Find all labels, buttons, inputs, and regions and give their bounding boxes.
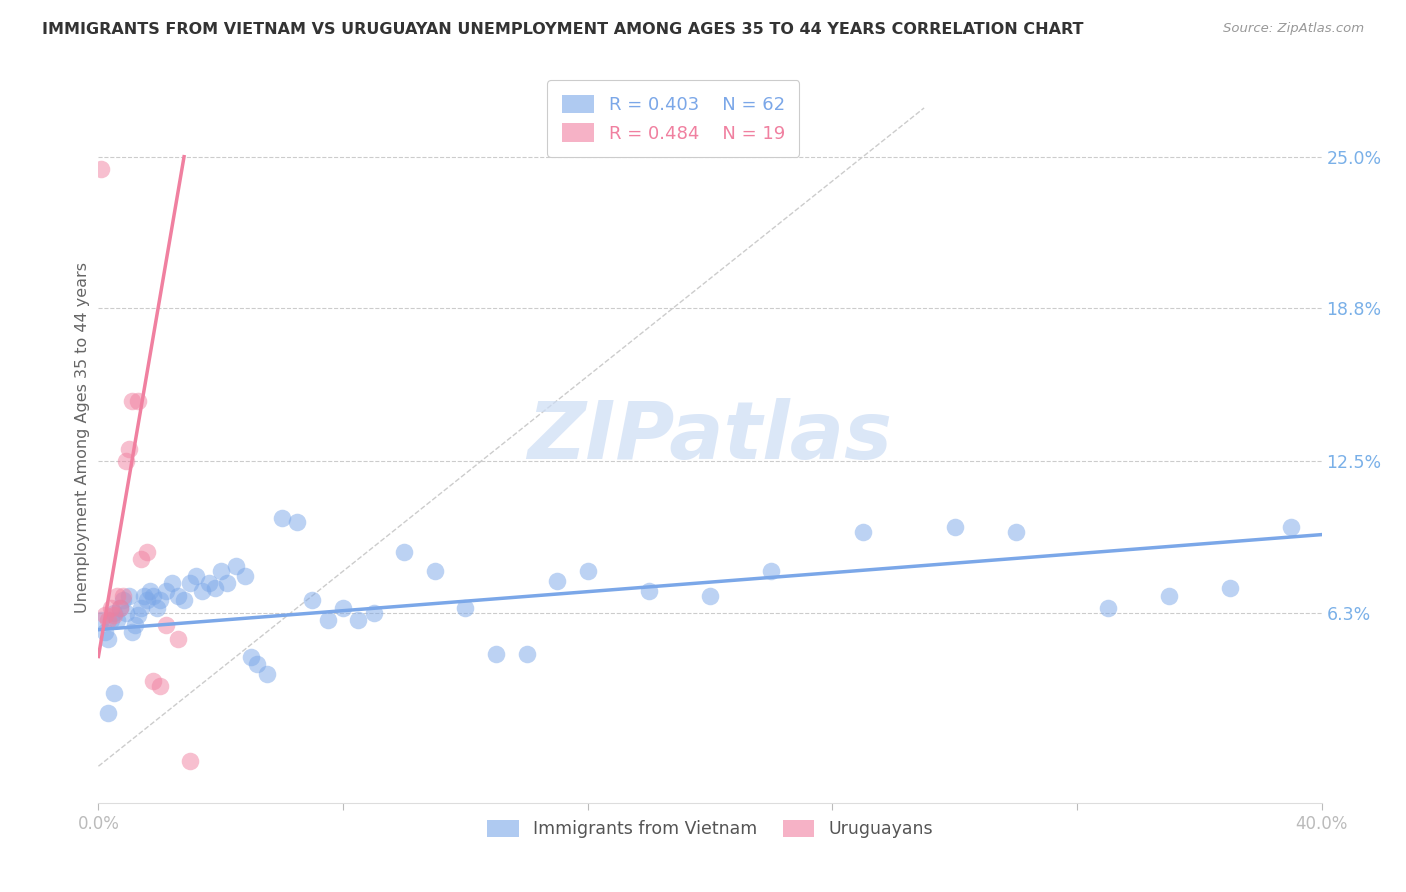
Immigrants from Vietnam xyxy=(108,600,131,615)
Uruguayans xyxy=(100,600,122,615)
Immigrants from Vietnam xyxy=(160,576,183,591)
Uruguayans xyxy=(167,632,190,647)
Immigrants from Vietnam xyxy=(215,576,238,591)
Immigrants from Vietnam xyxy=(759,564,782,578)
Immigrants from Vietnam xyxy=(301,593,323,607)
Uruguayans xyxy=(90,161,112,176)
Immigrants from Vietnam xyxy=(454,600,477,615)
Immigrants from Vietnam xyxy=(97,706,120,720)
Immigrants from Vietnam xyxy=(149,593,172,607)
Immigrants from Vietnam xyxy=(285,516,308,530)
Uruguayans xyxy=(142,673,165,688)
Immigrants from Vietnam xyxy=(115,606,138,620)
Immigrants from Vietnam xyxy=(173,593,195,607)
Immigrants from Vietnam xyxy=(136,593,159,607)
Immigrants from Vietnam xyxy=(124,617,146,632)
Immigrants from Vietnam xyxy=(134,589,156,603)
Immigrants from Vietnam xyxy=(392,544,416,558)
Y-axis label: Unemployment Among Ages 35 to 44 years: Unemployment Among Ages 35 to 44 years xyxy=(75,261,90,613)
Immigrants from Vietnam xyxy=(316,613,339,627)
Immigrants from Vietnam xyxy=(127,608,149,623)
Uruguayans xyxy=(155,617,177,632)
Immigrants from Vietnam xyxy=(256,666,278,681)
Immigrants from Vietnam xyxy=(699,589,721,603)
Immigrants from Vietnam xyxy=(93,625,115,640)
Immigrants from Vietnam xyxy=(103,606,125,620)
Immigrants from Vietnam xyxy=(516,647,538,661)
Immigrants from Vietnam xyxy=(142,589,165,603)
Uruguayans xyxy=(108,600,131,615)
Immigrants from Vietnam xyxy=(1219,581,1241,595)
Immigrants from Vietnam xyxy=(145,600,167,615)
Immigrants from Vietnam xyxy=(97,632,120,647)
Immigrants from Vietnam xyxy=(111,593,134,607)
Immigrants from Vietnam xyxy=(103,686,125,700)
Uruguayans xyxy=(118,442,141,457)
Immigrants from Vietnam xyxy=(270,510,292,524)
Immigrants from Vietnam xyxy=(637,583,661,598)
Uruguayans xyxy=(129,552,152,566)
Uruguayans xyxy=(115,454,138,468)
Uruguayans xyxy=(127,393,149,408)
Immigrants from Vietnam xyxy=(423,564,446,578)
Immigrants from Vietnam xyxy=(121,625,143,640)
Uruguayans xyxy=(103,608,125,623)
Immigrants from Vietnam xyxy=(204,581,226,595)
Uruguayans xyxy=(105,589,128,603)
Immigrants from Vietnam xyxy=(105,613,128,627)
Immigrants from Vietnam xyxy=(246,657,269,671)
Immigrants from Vietnam xyxy=(191,583,214,598)
Immigrants from Vietnam xyxy=(347,613,370,627)
Immigrants from Vietnam xyxy=(225,559,247,574)
Immigrants from Vietnam xyxy=(943,520,966,534)
Immigrants from Vietnam xyxy=(129,600,152,615)
Immigrants from Vietnam xyxy=(332,600,354,615)
Immigrants from Vietnam xyxy=(485,647,508,661)
Immigrants from Vietnam xyxy=(118,589,141,603)
Immigrants from Vietnam xyxy=(186,569,208,583)
Immigrants from Vietnam xyxy=(852,525,875,540)
Immigrants from Vietnam xyxy=(1157,589,1180,603)
Immigrants from Vietnam xyxy=(209,564,232,578)
Uruguayans xyxy=(149,679,172,693)
Legend: Immigrants from Vietnam, Uruguayans: Immigrants from Vietnam, Uruguayans xyxy=(481,813,939,846)
Immigrants from Vietnam xyxy=(240,649,263,664)
Immigrants from Vietnam xyxy=(167,589,190,603)
Immigrants from Vietnam xyxy=(197,576,219,591)
Immigrants from Vietnam xyxy=(1097,600,1119,615)
Immigrants from Vietnam xyxy=(179,576,201,591)
Uruguayans xyxy=(179,755,201,769)
Uruguayans xyxy=(93,608,115,623)
Immigrants from Vietnam xyxy=(1004,525,1026,540)
Immigrants from Vietnam xyxy=(90,613,112,627)
Immigrants from Vietnam xyxy=(576,564,599,578)
Immigrants from Vietnam xyxy=(155,583,177,598)
Text: ZIPatlas: ZIPatlas xyxy=(527,398,893,476)
Uruguayans xyxy=(121,393,143,408)
Immigrants from Vietnam xyxy=(546,574,568,588)
Uruguayans xyxy=(136,544,159,558)
Immigrants from Vietnam xyxy=(139,583,162,598)
Immigrants from Vietnam xyxy=(1279,520,1302,534)
Immigrants from Vietnam xyxy=(233,569,256,583)
Text: Source: ZipAtlas.com: Source: ZipAtlas.com xyxy=(1223,22,1364,36)
Immigrants from Vietnam xyxy=(100,613,122,627)
Text: IMMIGRANTS FROM VIETNAM VS URUGUAYAN UNEMPLOYMENT AMONG AGES 35 TO 44 YEARS CORR: IMMIGRANTS FROM VIETNAM VS URUGUAYAN UNE… xyxy=(42,22,1084,37)
Uruguayans xyxy=(97,613,120,627)
Uruguayans xyxy=(111,589,134,603)
Immigrants from Vietnam xyxy=(363,606,385,620)
